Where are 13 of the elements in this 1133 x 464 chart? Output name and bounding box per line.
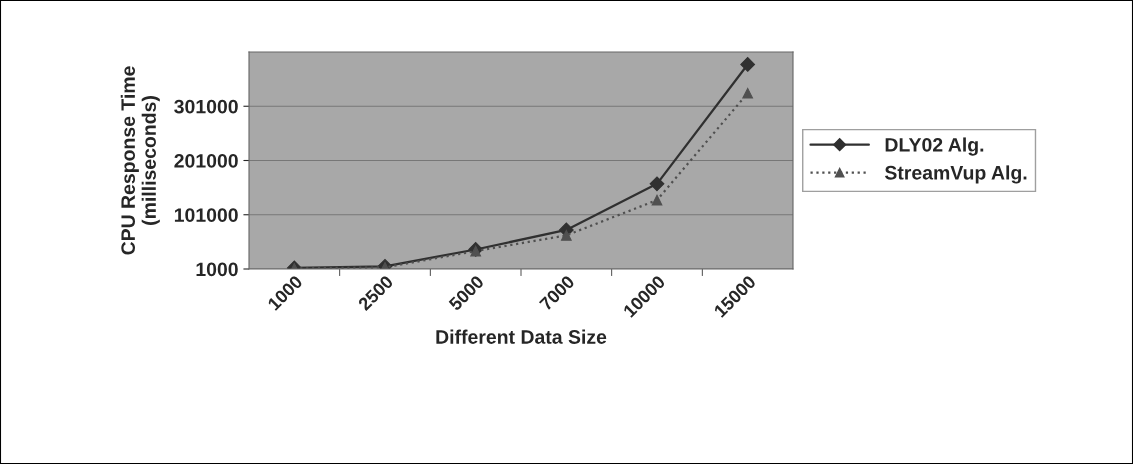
point [740, 57, 756, 72]
point [560, 229, 572, 241]
y-tick-label: 201000 [174, 153, 238, 168]
legend-label: StreamVup Alg. [884, 165, 1027, 184]
x-axis-title: Different Data Size [436, 329, 607, 344]
point [742, 87, 754, 99]
y-axis-title: CPU Response Time (milliseconds) [120, 66, 160, 255]
point [649, 176, 665, 192]
point [651, 194, 663, 206]
y-tick-label: 301000 [174, 99, 238, 114]
legend-label: DLY02 Alg. [885, 137, 984, 156]
y-tick-label: 101000 [174, 208, 238, 222]
y-tick-label: 1000 [196, 262, 238, 277]
